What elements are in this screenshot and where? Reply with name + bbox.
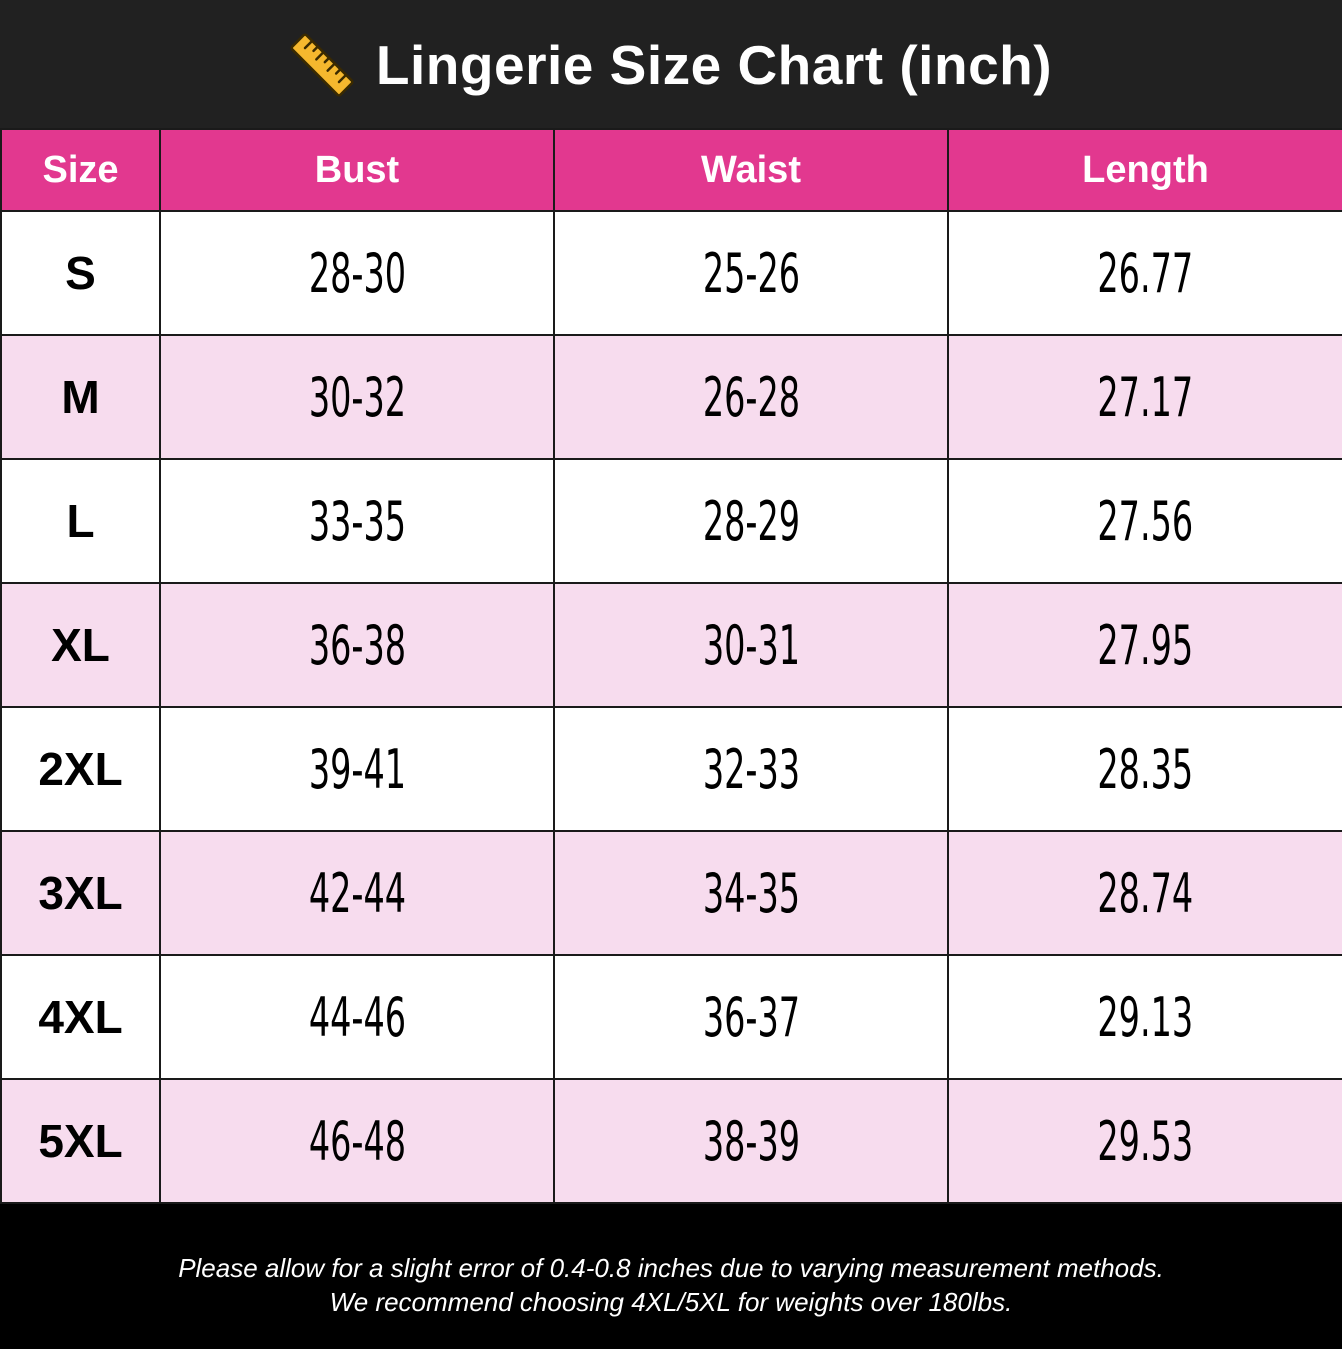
size-cell: M bbox=[0, 334, 161, 460]
bust-cell-value: 39-41 bbox=[308, 737, 406, 801]
size-cell: S bbox=[0, 210, 161, 336]
size-cell: L bbox=[0, 458, 161, 584]
bust-cell: 28-30 bbox=[159, 210, 555, 336]
table-row: S 28-30 25-26 26.77 bbox=[0, 210, 1342, 336]
bust-cell: 39-41 bbox=[159, 706, 555, 832]
waist-cell-value: 38-39 bbox=[702, 1109, 800, 1173]
length-cell: 29.53 bbox=[947, 1078, 1342, 1204]
length-cell-value: 28.35 bbox=[1097, 737, 1194, 801]
length-cell: 27.17 bbox=[947, 334, 1342, 460]
column-header-length: Length bbox=[947, 128, 1342, 212]
length-cell-value: 27.56 bbox=[1097, 489, 1194, 553]
length-cell: 28.35 bbox=[947, 706, 1342, 832]
waist-cell-value: 25-26 bbox=[702, 241, 800, 305]
bust-cell-value: 36-38 bbox=[308, 613, 406, 677]
waist-cell-value: 34-35 bbox=[702, 861, 800, 925]
waist-cell: 26-28 bbox=[553, 334, 949, 460]
bust-cell-value: 44-46 bbox=[308, 985, 406, 1049]
length-cell-value: 27.95 bbox=[1097, 613, 1194, 677]
bust-cell-value: 42-44 bbox=[308, 861, 406, 925]
waist-cell: 25-26 bbox=[553, 210, 949, 336]
table-row: 4XL 44-46 36-37 29.13 bbox=[0, 954, 1342, 1080]
waist-cell-value: 36-37 bbox=[702, 985, 800, 1049]
column-header-size: Size bbox=[0, 128, 161, 212]
bust-cell: 30-32 bbox=[159, 334, 555, 460]
bust-cell: 44-46 bbox=[159, 954, 555, 1080]
size-cell: 2XL bbox=[0, 706, 161, 832]
waist-cell: 36-37 bbox=[553, 954, 949, 1080]
length-cell: 29.13 bbox=[947, 954, 1342, 1080]
waist-cell: 32-33 bbox=[553, 706, 949, 832]
length-cell-value: 29.13 bbox=[1097, 985, 1194, 1049]
footer-line-1: Please allow for a slight error of 0.4-0… bbox=[178, 1253, 1164, 1283]
length-cell-value: 26.77 bbox=[1097, 241, 1194, 305]
length-cell: 28.74 bbox=[947, 830, 1342, 956]
bust-cell: 42-44 bbox=[159, 830, 555, 956]
waist-cell-value: 28-29 bbox=[702, 489, 800, 553]
waist-cell: 34-35 bbox=[553, 830, 949, 956]
column-header-bust: Bust bbox=[159, 128, 555, 212]
length-cell-value: 28.74 bbox=[1097, 861, 1194, 925]
table-row: 2XL 39-41 32-33 28.35 bbox=[0, 706, 1342, 832]
column-header-waist: Waist bbox=[553, 128, 949, 212]
bust-cell: 36-38 bbox=[159, 582, 555, 708]
waist-cell-value: 30-31 bbox=[702, 613, 800, 677]
table-row: M 30-32 26-28 27.17 bbox=[0, 334, 1342, 460]
title-group: Lingerie Size Chart (inch) bbox=[290, 33, 1052, 97]
footer-line-2: We recommend choosing 4XL/5XL for weight… bbox=[329, 1287, 1013, 1317]
size-cell: 5XL bbox=[0, 1078, 161, 1204]
table-body: S 28-30 25-26 26.77 M 30-32 26-28 27.17 L 33-35 28… bbox=[0, 210, 1342, 1204]
table-row: L 33-35 28-29 27.56 bbox=[0, 458, 1342, 584]
bust-cell: 33-35 bbox=[159, 458, 555, 584]
size-cell: 3XL bbox=[0, 830, 161, 956]
ruler-icon bbox=[290, 33, 354, 97]
waist-cell: 28-29 bbox=[553, 458, 949, 584]
table-row: XL 36-38 30-31 27.95 bbox=[0, 582, 1342, 708]
table-row: 3XL 42-44 34-35 28.74 bbox=[0, 830, 1342, 956]
length-cell-value: 27.17 bbox=[1097, 365, 1194, 429]
chart-title: Lingerie Size Chart (inch) bbox=[375, 34, 1053, 96]
size-table: Size Bust Waist Length S 28-30 25-26 26.77 M… bbox=[0, 128, 1342, 1204]
title-bar: Lingerie Size Chart (inch) bbox=[0, 0, 1342, 130]
size-cell: 4XL bbox=[0, 954, 161, 1080]
size-cell: XL bbox=[0, 582, 161, 708]
waist-cell-value: 32-33 bbox=[702, 737, 800, 801]
footer-note: Please allow for a slight error of 0.4-0… bbox=[0, 1221, 1342, 1349]
bust-cell-value: 28-30 bbox=[308, 241, 406, 305]
table-row: 5XL 46-48 38-39 29.53 bbox=[0, 1078, 1342, 1204]
bust-cell-value: 46-48 bbox=[308, 1109, 406, 1173]
waist-cell: 30-31 bbox=[553, 582, 949, 708]
header-row: Size Bust Waist Length bbox=[0, 128, 1342, 212]
length-cell: 27.56 bbox=[947, 458, 1342, 584]
bust-cell-value: 33-35 bbox=[308, 489, 406, 553]
bust-cell-value: 30-32 bbox=[308, 365, 406, 429]
waist-cell-value: 26-28 bbox=[702, 365, 800, 429]
length-cell-value: 29.53 bbox=[1097, 1109, 1194, 1173]
length-cell: 26.77 bbox=[947, 210, 1342, 336]
bust-cell: 46-48 bbox=[159, 1078, 555, 1204]
waist-cell: 38-39 bbox=[553, 1078, 949, 1204]
length-cell: 27.95 bbox=[947, 582, 1342, 708]
